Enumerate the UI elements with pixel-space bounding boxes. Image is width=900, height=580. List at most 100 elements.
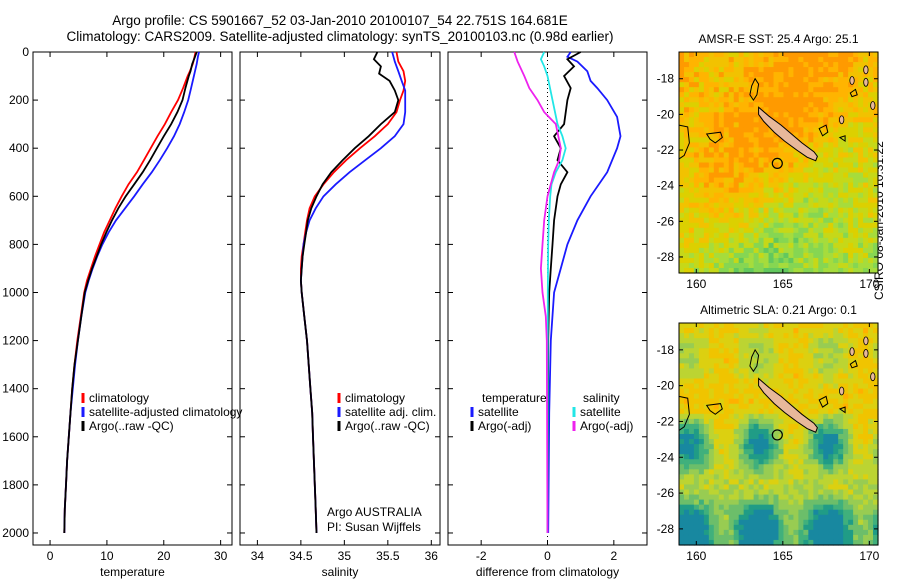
- map-cell: [793, 157, 799, 164]
- map-cell: [778, 368, 785, 375]
- map-cell: [768, 373, 775, 380]
- map-cell: [853, 343, 859, 349]
- map-cell: [873, 479, 879, 486]
- map-cell: [773, 519, 780, 526]
- map-cell: [738, 62, 745, 68]
- map-cell: [723, 539, 730, 546]
- map-cell: [693, 237, 700, 244]
- map-cell: [758, 434, 765, 440]
- map-cell: [803, 122, 809, 128]
- map-cell: [848, 514, 854, 521]
- map-cell: [773, 358, 780, 364]
- map-cell: [803, 519, 809, 526]
- map-cell: [848, 524, 854, 531]
- map-cell: [838, 368, 844, 375]
- map-cell: [833, 117, 839, 123]
- map-cell: [693, 479, 700, 486]
- map-cell: [728, 107, 735, 113]
- map-cell: [858, 162, 864, 169]
- map-cell: [843, 494, 849, 501]
- map-cell: [763, 57, 770, 63]
- map-cell: [688, 197, 695, 204]
- map-cell: [733, 167, 740, 174]
- map-cell: [743, 328, 750, 334]
- map-cell: [838, 323, 844, 329]
- map-cell: [778, 192, 785, 199]
- map-cell: [813, 459, 819, 465]
- map-cell: [738, 434, 745, 440]
- x-axis-label: temperature: [100, 565, 165, 579]
- map-cell: [733, 519, 740, 526]
- map-cell: [679, 348, 685, 354]
- map-cell: [783, 247, 790, 254]
- map-cell: [748, 514, 755, 521]
- map-cell: [853, 524, 859, 531]
- map-cell: [698, 252, 705, 259]
- map-cell: [748, 459, 755, 465]
- map-cell: [728, 262, 735, 269]
- map-cell: [843, 484, 849, 491]
- y-tick-label: 0: [22, 45, 29, 59]
- map-cell: [793, 162, 799, 169]
- map-cell: [823, 217, 829, 224]
- map-cell: [843, 534, 849, 541]
- map-cell: [743, 469, 750, 475]
- map-cell: [748, 368, 755, 375]
- map-cell: [863, 504, 869, 511]
- map-cell: [723, 464, 730, 470]
- map-cell: [843, 539, 849, 546]
- map-cell: [833, 363, 839, 370]
- map-cell: [738, 363, 745, 370]
- map-cell: [873, 187, 879, 194]
- map-cell: [703, 363, 710, 370]
- map-cell: [783, 172, 790, 179]
- map-cell: [873, 328, 879, 334]
- map-cell: [823, 152, 829, 159]
- map-cell: [748, 217, 755, 224]
- map-cell: [753, 87, 760, 93]
- map-cell: [773, 72, 780, 78]
- map-cell: [788, 489, 795, 496]
- map-cell: [783, 519, 790, 526]
- map-cell: [728, 524, 735, 531]
- map-cell: [683, 333, 690, 339]
- map-cell: [768, 182, 775, 189]
- map-cell: [758, 504, 765, 511]
- map-cell: [683, 444, 690, 450]
- map-cell: [838, 177, 844, 184]
- map-cell: [783, 117, 790, 123]
- map-cell: [688, 77, 695, 83]
- map-cell: [783, 328, 790, 334]
- map-cell: [723, 368, 730, 375]
- map-cell: [718, 524, 725, 531]
- map-cell: [728, 267, 735, 274]
- map-cell: [763, 539, 770, 546]
- map-cell: [843, 328, 849, 334]
- map-cell: [703, 469, 710, 475]
- map-cell: [863, 439, 869, 445]
- map-cell: [703, 127, 710, 133]
- map-cell: [793, 262, 799, 269]
- map-cell: [803, 257, 809, 264]
- map-cell: [848, 333, 854, 339]
- map-cell: [813, 434, 819, 440]
- map-cell: [813, 333, 819, 339]
- map-cell: [863, 539, 869, 546]
- map-cell: [783, 423, 790, 430]
- map-cell: [873, 439, 879, 445]
- map-cell: [728, 127, 735, 133]
- map-cell: [698, 423, 705, 430]
- map-cell: [773, 338, 780, 344]
- map-cell: [748, 132, 755, 138]
- map-cell: [863, 484, 869, 491]
- map-cell: [873, 197, 879, 204]
- map-cell: [833, 157, 839, 164]
- map-cell: [718, 192, 725, 199]
- map-cell: [838, 454, 844, 460]
- map-cell: [718, 262, 725, 269]
- map-cell: [713, 393, 720, 400]
- map-cell: [693, 87, 700, 93]
- map-cell: [703, 418, 710, 425]
- map-cell: [838, 398, 844, 405]
- map-cell: [868, 97, 874, 103]
